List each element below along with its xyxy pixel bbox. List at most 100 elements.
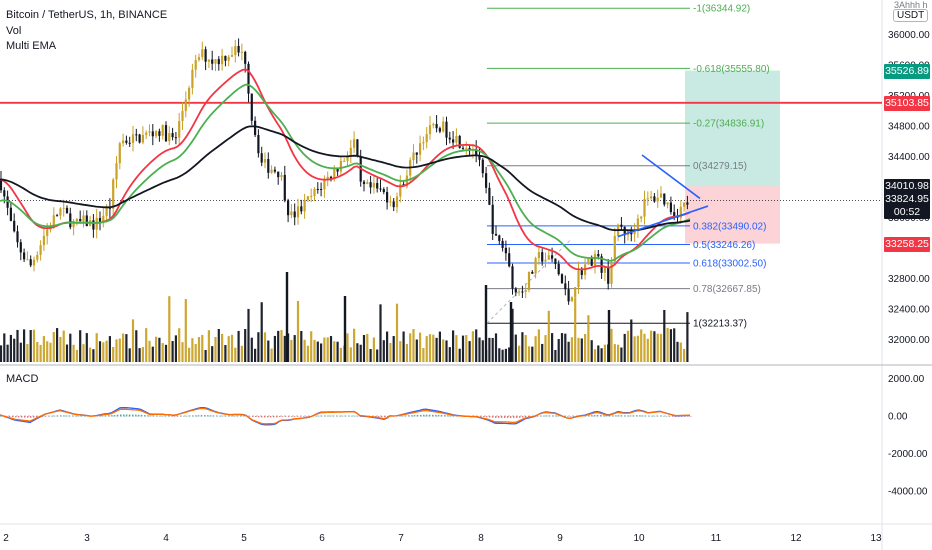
target-zone[interactable]: [685, 70, 780, 187]
volume-bar: [254, 348, 257, 362]
volume-bar: [329, 336, 333, 362]
candle-body: [257, 134, 260, 154]
price-tag-tag-33824: 33824.95 00:52: [884, 193, 930, 220]
candle-body: [56, 215, 59, 217]
macd-tick-label: 0.00: [888, 412, 908, 423]
volume-bar: [504, 348, 507, 362]
candle-body: [273, 169, 276, 172]
volume-bar: [69, 333, 72, 362]
candle-body: [293, 211, 296, 218]
candle-body: [435, 124, 438, 129]
volume-bar: [62, 330, 65, 362]
macd-histogram-bar: [78, 415, 80, 417]
currency-label[interactable]: USDT: [893, 9, 929, 22]
volume-bar: [448, 347, 451, 362]
macd-histogram-bar: [594, 415, 596, 417]
stop-zone[interactable]: [685, 186, 780, 244]
volume-bar: [508, 347, 511, 362]
macd-histogram-bar: [570, 416, 572, 417]
candle-body: [23, 252, 26, 260]
candle-body: [547, 255, 550, 260]
candle-body: [296, 206, 300, 218]
volume-bar: [161, 343, 164, 362]
volume-bar: [273, 335, 276, 362]
time-tick-label: 11: [711, 533, 722, 544]
time-tick-label: 9: [557, 533, 563, 544]
ema-slow-line[interactable]: [0, 125, 691, 232]
volume-bar: [115, 339, 118, 362]
macd-histogram-bar: [489, 416, 491, 418]
volume-spike: [607, 310, 611, 362]
volume-bar: [438, 331, 441, 362]
volume-bar: [135, 330, 138, 362]
volume-bar: [296, 300, 300, 362]
volume-bar: [227, 336, 230, 362]
candle-body: [356, 139, 359, 157]
candle-body: [329, 176, 333, 179]
macd-histogram-bar: [684, 416, 686, 417]
macd-histogram-bar: [42, 416, 44, 417]
macd-histogram-bar: [273, 416, 275, 418]
candle-body: [343, 160, 346, 162]
volume-bar: [475, 329, 478, 362]
macd-histogram-bar: [378, 416, 380, 418]
candle-body: [640, 216, 643, 219]
macd-histogram-bar: [426, 414, 428, 417]
wedge-lower-line[interactable]: [617, 205, 709, 238]
candle-body: [537, 252, 540, 259]
candle-body: [191, 69, 194, 88]
wedge-upper-line[interactable]: [641, 154, 701, 200]
macd-histogram-bar: [15, 416, 17, 418]
macd-histogram-bar: [222, 415, 224, 417]
candle-body: [353, 139, 356, 148]
volume-bar: [29, 330, 32, 362]
fib-label: 0(34279.15): [693, 161, 747, 172]
candle-body: [79, 218, 82, 222]
candle-body: [422, 142, 425, 144]
ema-mid-line[interactable]: [0, 83, 691, 262]
candle-body: [669, 202, 672, 213]
macd-histogram-bar: [486, 416, 488, 418]
candle-body: [62, 207, 65, 209]
volume-bar: [316, 341, 319, 362]
volume-bar: [534, 336, 537, 362]
candle-body: [679, 206, 682, 218]
candle-body: [161, 125, 164, 136]
macd-tick-label: -4000.00: [888, 487, 928, 498]
volume-bar: [174, 335, 177, 362]
macd-histogram-bar: [270, 416, 272, 418]
macd-histogram-bar: [591, 415, 593, 417]
macd-histogram-bar: [567, 416, 569, 417]
macd-histogram-bar: [525, 416, 527, 418]
candle-body: [465, 147, 468, 149]
candle-body: [392, 201, 395, 208]
macd-signal-line[interactable]: [0, 407, 691, 425]
candle-body: [3, 190, 6, 197]
volume-bar: [461, 335, 465, 362]
volume-bar: [382, 340, 385, 362]
candle-body: [597, 254, 600, 257]
volume-bar: [79, 330, 82, 362]
candle-body: [455, 136, 458, 143]
price-axis-background[interactable]: [882, 0, 932, 550]
volume-bar: [551, 333, 554, 362]
candle-body: [52, 215, 55, 228]
macd-histogram-bar: [339, 415, 341, 417]
candle-body: [155, 131, 158, 137]
volume-bar: [518, 345, 521, 362]
ema-legend: Multi EMA: [6, 40, 57, 52]
volume-bar: [676, 341, 679, 362]
volume-bar: [188, 347, 191, 362]
candle-body: [458, 136, 461, 148]
volume-bar: [221, 333, 224, 362]
macd-histogram-bar: [120, 414, 122, 417]
volume-bar: [372, 337, 375, 362]
candle-body: [102, 215, 105, 223]
ema-fast-line[interactable]: [0, 68, 691, 271]
macd-histogram-bar: [162, 415, 164, 417]
volume-bar: [237, 330, 240, 362]
macd-histogram-bar: [687, 416, 689, 417]
candle-body: [310, 196, 313, 198]
macd-histogram-bar: [438, 414, 440, 417]
